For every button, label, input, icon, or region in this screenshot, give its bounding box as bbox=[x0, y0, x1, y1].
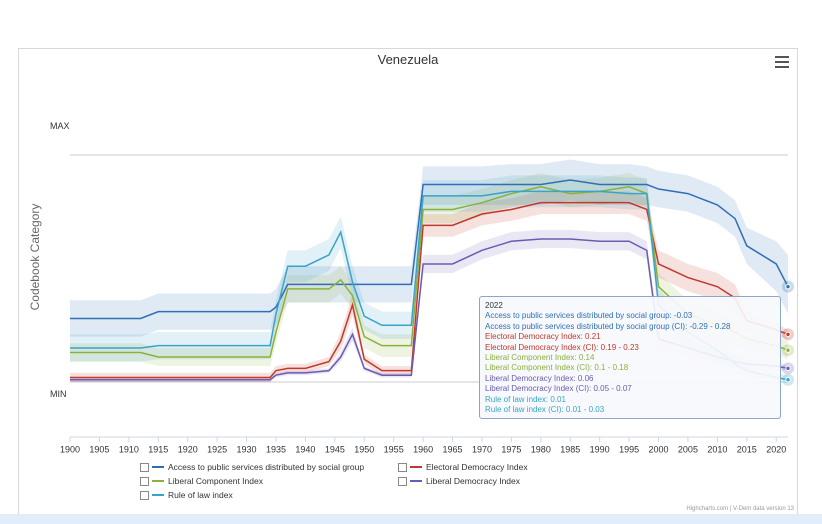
legend-checkbox[interactable] bbox=[140, 490, 149, 500]
legend-swatch bbox=[410, 480, 422, 482]
ci-band bbox=[70, 159, 788, 337]
x-tick-label: 2005 bbox=[678, 444, 698, 454]
legend-label: Access to public services distributed by… bbox=[168, 462, 365, 472]
legend-checkbox[interactable] bbox=[398, 476, 407, 486]
tooltip-line: Liberal Democracy Index: 0.06 bbox=[485, 373, 594, 383]
x-tick-label: 1900 bbox=[60, 444, 80, 454]
legend-item[interactable]: Rule of law index bbox=[140, 490, 233, 500]
x-tick-label: 1985 bbox=[560, 444, 580, 454]
legend-swatch bbox=[410, 466, 422, 468]
y-tick-max: MAX bbox=[50, 121, 70, 131]
data-point bbox=[785, 377, 791, 383]
x-tick-label: 2020 bbox=[766, 444, 786, 454]
tooltip-line: Access to public services distributed by… bbox=[485, 321, 731, 331]
x-tick-label: 2000 bbox=[649, 444, 669, 454]
tooltip-line: Electoral Democracy Index: 0.21 bbox=[485, 332, 601, 342]
tooltip-line: Rule of law index (CI): 0.01 - 0.03 bbox=[485, 405, 605, 415]
x-tick-label: 1930 bbox=[237, 444, 257, 454]
ci-band bbox=[70, 173, 788, 367]
legend-item[interactable]: Access to public services distributed by… bbox=[140, 462, 364, 472]
ci-band bbox=[70, 191, 788, 382]
x-tick-label: 1925 bbox=[207, 444, 227, 454]
tooltip-year: 2022 bbox=[485, 301, 503, 310]
x-tick-label: 1990 bbox=[590, 444, 610, 454]
chart-container bbox=[18, 48, 798, 516]
legend-item[interactable]: Liberal Component Index bbox=[140, 476, 263, 486]
legend-label: Electoral Democracy Index bbox=[426, 462, 528, 472]
x-tick-label: 1995 bbox=[619, 444, 639, 454]
x-tick-label: 1965 bbox=[443, 444, 463, 454]
ci-band bbox=[70, 229, 788, 382]
data-point bbox=[785, 331, 791, 338]
x-tick-label: 1955 bbox=[384, 444, 404, 454]
x-tick-label: 1945 bbox=[325, 444, 345, 454]
tooltip-line: Rule of law index: 0.01 bbox=[485, 394, 566, 404]
legend-swatch bbox=[152, 494, 164, 496]
legend-item[interactable]: Electoral Democracy Index bbox=[398, 462, 528, 472]
legend-label: Liberal Democracy Index bbox=[426, 476, 521, 486]
legend-item[interactable]: Liberal Democracy Index bbox=[398, 476, 520, 486]
x-tick-label: 1940 bbox=[295, 444, 315, 454]
x-tick-label: 1975 bbox=[501, 444, 521, 454]
legend-label: Liberal Component Index bbox=[168, 476, 263, 486]
hamburger-menu-icon[interactable] bbox=[775, 56, 789, 68]
legend-swatch bbox=[152, 480, 164, 482]
tooltip-line: Liberal Component Index: 0.14 bbox=[485, 353, 595, 363]
x-tick-label: 1920 bbox=[178, 444, 198, 454]
series-line bbox=[70, 201, 789, 379]
chart-credit[interactable]: Highcharts.com | V-Dem data version 13 bbox=[686, 506, 794, 512]
x-tick-label: 1910 bbox=[119, 444, 139, 454]
tooltip-line: Access to public services distributed by… bbox=[485, 311, 693, 321]
x-tick-label: 1950 bbox=[354, 444, 374, 454]
tooltip: 2022 Access to public services distribut… bbox=[479, 296, 781, 419]
tooltip-line: Liberal Democracy Index (CI): 0.05 - 0.0… bbox=[485, 384, 632, 394]
x-tick-label: 2010 bbox=[707, 444, 727, 454]
y-tick-min: MIN bbox=[50, 389, 67, 399]
x-tick-label: 1915 bbox=[148, 444, 168, 454]
series-line bbox=[70, 179, 789, 320]
x-tick-label: 1960 bbox=[413, 444, 433, 454]
x-tick-label: 1970 bbox=[472, 444, 492, 454]
data-point bbox=[785, 283, 791, 290]
x-tick-label: 1935 bbox=[266, 444, 286, 454]
data-point bbox=[785, 365, 791, 372]
legend-swatch bbox=[152, 466, 164, 468]
x-tick-label: 1905 bbox=[89, 444, 109, 454]
tooltip-line: Liberal Component Index (CI): 0.1 - 0.18 bbox=[485, 363, 629, 373]
legend-checkbox[interactable] bbox=[140, 476, 149, 486]
legend-checkbox[interactable] bbox=[398, 462, 407, 472]
x-tick-label: 2015 bbox=[737, 444, 757, 454]
chart-title: Venezuela bbox=[377, 52, 439, 67]
x-tick-label: 1980 bbox=[531, 444, 551, 454]
page-footer-band bbox=[0, 514, 822, 524]
tooltip-line: Electoral Democracy Index (CI): 0.19 - 0… bbox=[485, 342, 639, 352]
series-line bbox=[70, 186, 789, 358]
legend-label: Rule of law index bbox=[168, 490, 233, 500]
legend-checkbox[interactable] bbox=[140, 462, 149, 472]
data-point bbox=[785, 347, 791, 353]
